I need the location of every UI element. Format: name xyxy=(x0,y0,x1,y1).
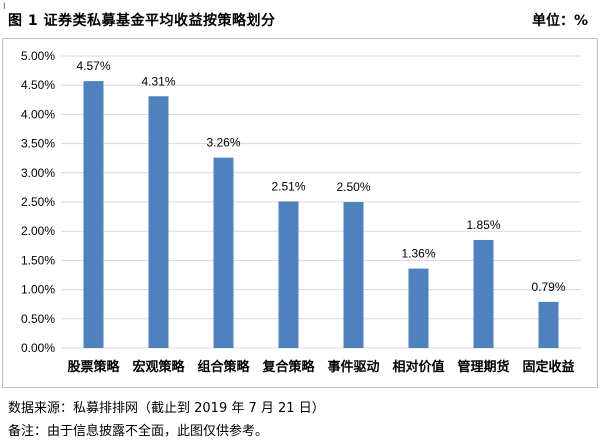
figure-title: 图 1 证券类私募基金平均收益按策略划分 xyxy=(8,13,276,29)
bar xyxy=(408,268,429,348)
x-tick-label: 固定收益 xyxy=(522,359,574,375)
footnote: 备注：由于信息披露不全面，此图仅供参考。 xyxy=(8,424,269,439)
data-source: 数据来源：私募排排网（截止到 2019 年 7 月 21 日） xyxy=(8,401,325,416)
chart-area: 0.00% 0.50% 1.00% 1.50% 2.00% 2.50% 3.00% 3.50%… xyxy=(2,38,598,388)
y-tick-label: 0.50% xyxy=(21,312,55,326)
y-tick-label: 2.50% xyxy=(21,195,55,209)
y-tick-label: 4.00% xyxy=(21,107,55,121)
y-tick-label: 4.50% xyxy=(21,78,55,92)
x-tick-label: 管理期货 xyxy=(457,359,509,375)
data-labels: 4.57% 4.31% 3.26% 2.51% 2.50% 1.36% 1.85% 0.79% xyxy=(76,59,565,294)
y-axis-ticks: 0.00% 0.50% 1.00% 1.50% 2.00% 2.50% 3.00% 3.50%… xyxy=(21,49,55,355)
data-label: 2.51% xyxy=(271,179,305,193)
data-label: 2.50% xyxy=(336,180,370,194)
data-label: 1.85% xyxy=(466,218,500,232)
x-tick-label: 相对价值 xyxy=(392,359,444,375)
y-tick-label: 3.00% xyxy=(21,166,55,180)
y-tick-label: 5.00% xyxy=(21,49,55,63)
data-label: 4.57% xyxy=(76,59,110,73)
x-tick-label: 组合策略 xyxy=(197,359,250,375)
unit-label: 单位：% xyxy=(531,13,588,29)
x-tick-label: 股票策略 xyxy=(67,359,120,375)
data-label: 0.79% xyxy=(531,280,565,294)
y-tick-label: 3.50% xyxy=(21,137,55,151)
bar xyxy=(538,301,559,348)
y-tick-label: 1.50% xyxy=(21,253,55,267)
bar xyxy=(213,157,234,348)
data-label: 1.36% xyxy=(401,247,435,261)
bar xyxy=(148,96,169,348)
x-tick-label: 宏观策略 xyxy=(132,359,185,375)
bar xyxy=(278,201,299,348)
data-label: 4.31% xyxy=(141,74,175,88)
x-tick-label: 事件驱动 xyxy=(327,359,379,375)
bar xyxy=(343,202,364,348)
gridlines xyxy=(61,55,581,349)
text-cursor-icon: I xyxy=(3,1,6,11)
y-tick-label: 1.00% xyxy=(21,283,55,297)
x-tick-label: 复合策略 xyxy=(261,359,315,375)
bars xyxy=(83,81,559,348)
bar xyxy=(83,81,104,348)
data-label: 3.26% xyxy=(206,136,240,150)
y-tick-label: 0.00% xyxy=(21,341,55,355)
bar-chart: 0.00% 0.50% 1.00% 1.50% 2.00% 2.50% 3.00% 3.50%… xyxy=(21,49,581,375)
figure-header: I 图 1 证券类私募基金平均收益按策略划分 单位：% xyxy=(0,0,600,36)
y-tick-label: 2.00% xyxy=(21,224,55,238)
x-axis-ticks: 股票策略 宏观策略 组合策略 复合策略 事件驱动 相对价值 管理期货 固定收益 xyxy=(67,359,574,375)
bar xyxy=(473,239,494,348)
